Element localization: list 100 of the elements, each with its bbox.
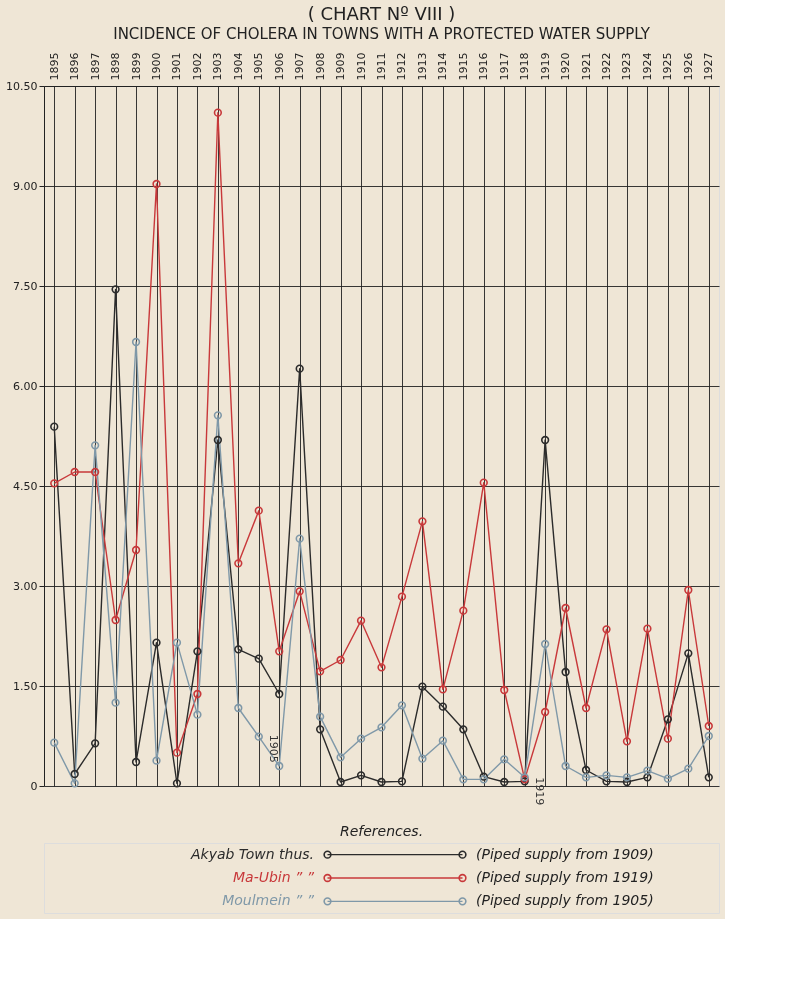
- x-tick-label: 1907: [293, 52, 307, 81]
- text: (Piped supply from 1909): [476, 845, 654, 862]
- point: [438, 702, 448, 711]
- point: [500, 685, 509, 695]
- x-tick-label: 1920: [559, 52, 573, 81]
- x-tick-label: 1911: [375, 52, 388, 81]
- x-tick-label: 1898: [109, 52, 123, 81]
- x-tick-label: 1904: [231, 52, 245, 81]
- x-tick-label: 1912: [395, 52, 409, 81]
- y-tick-label: 0: [30, 779, 38, 793]
- point: [459, 606, 468, 615]
- x-tick-label: 1910: [354, 52, 368, 81]
- point: [193, 710, 202, 719]
- point: [459, 775, 468, 784]
- point: [213, 411, 223, 420]
- x-tick-label: 1925: [661, 52, 675, 81]
- x-tick-label: 1914: [436, 52, 450, 81]
- point: [643, 766, 652, 775]
- x-tick-label: 1916: [477, 52, 491, 81]
- x-tick-label: 1897: [88, 52, 102, 81]
- point: [643, 624, 652, 633]
- y-tick-label: 9.00: [13, 179, 38, 193]
- point: [336, 655, 345, 665]
- point: [90, 739, 100, 748]
- point: [643, 773, 652, 782]
- point: [213, 108, 223, 117]
- point: [295, 587, 304, 596]
- point: [602, 625, 611, 634]
- legend-title: References.: [339, 823, 424, 839]
- point: [377, 723, 386, 732]
- point: [152, 179, 161, 189]
- point: [684, 649, 693, 658]
- point: [315, 667, 325, 676]
- point: [561, 761, 570, 771]
- point: [397, 701, 407, 710]
- point: [540, 435, 550, 445]
- x-tick-label: 1922: [600, 52, 613, 81]
- point: [193, 689, 202, 699]
- point: [234, 645, 243, 654]
- text: (Piped supply from 1905): [476, 892, 654, 909]
- point: [90, 441, 100, 450]
- x-tick-label: 1909: [334, 52, 348, 81]
- text: (Piped supply from 1919): [476, 869, 654, 885]
- point: [602, 771, 611, 780]
- y-tick-label: 10.50: [6, 79, 38, 93]
- x-tick-label: 1917: [497, 52, 511, 81]
- point: [131, 337, 141, 347]
- point: [622, 737, 632, 746]
- point: [581, 703, 591, 713]
- point: [234, 703, 243, 713]
- point: [336, 777, 345, 787]
- legend-label: Moulmein ” ”: [222, 892, 315, 909]
- x-tick-label: 1918: [518, 52, 532, 81]
- point: [418, 754, 427, 763]
- point: [663, 734, 673, 743]
- point: [152, 756, 161, 765]
- point: [275, 647, 284, 656]
- y-tick-label: 1.50: [13, 679, 38, 693]
- point: [684, 585, 693, 595]
- chart-subtitle: INCIDENCE OF CHOLERA IN TOWNS WITH A PROTECTED WATER SUPPLY: [113, 25, 651, 44]
- x-tick-label: 1926: [681, 52, 695, 81]
- x-tick-label: 1915: [456, 52, 470, 81]
- x-tick-label: 1900: [150, 52, 163, 81]
- x-tick-label: 1927: [702, 52, 716, 81]
- point: [397, 777, 407, 786]
- point: [684, 764, 693, 773]
- point: [275, 761, 284, 771]
- x-tick-label: 1924: [640, 52, 654, 81]
- x-tick-label: 1905: [252, 52, 266, 81]
- point: [70, 769, 79, 779]
- y-tick-label: 7.50: [13, 279, 38, 293]
- point: [152, 638, 161, 647]
- point: [418, 682, 427, 691]
- x-tick-label: 1923: [620, 52, 634, 81]
- point: [581, 765, 591, 775]
- point: [275, 689, 284, 699]
- point: [459, 725, 468, 734]
- point: [172, 748, 182, 757]
- point: [356, 734, 366, 743]
- y-tick-label: 3.00: [13, 579, 38, 593]
- point: [295, 534, 304, 543]
- x-tick-label: 1921: [579, 52, 593, 81]
- point: [172, 779, 182, 788]
- point: [602, 777, 611, 786]
- point: [561, 603, 570, 613]
- point: [663, 715, 673, 724]
- point: [254, 506, 263, 515]
- x-tick-label: 1913: [415, 52, 429, 81]
- point: [111, 285, 120, 294]
- point: [336, 753, 345, 762]
- point: [234, 559, 243, 568]
- point: [356, 616, 366, 625]
- point: [172, 638, 182, 647]
- point: [315, 725, 325, 734]
- point: [254, 732, 263, 741]
- point: [70, 467, 79, 477]
- point: [479, 478, 488, 487]
- x-tick-label: 1919: [538, 52, 552, 81]
- point: [213, 435, 223, 445]
- y-tick-label: 6.00: [13, 379, 38, 393]
